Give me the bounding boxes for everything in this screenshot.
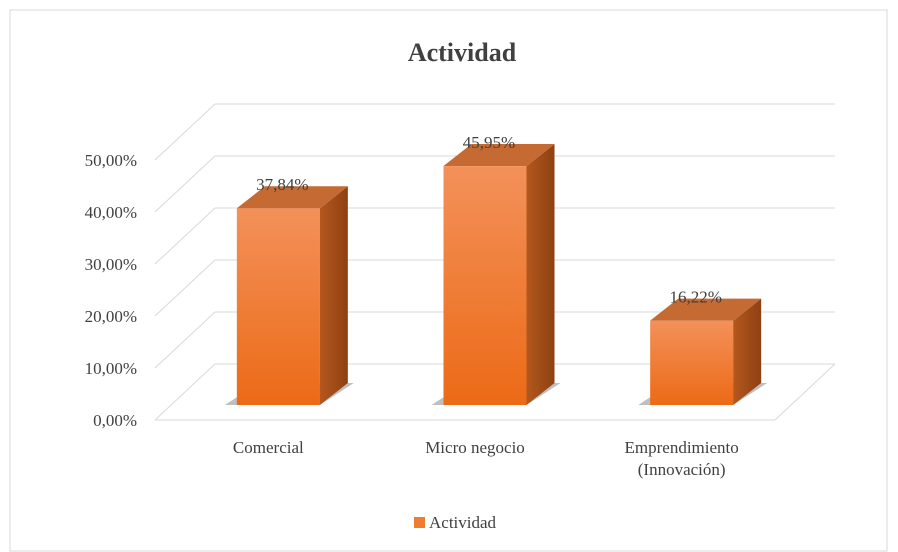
data-label: 45,95% <box>463 133 515 152</box>
y-tick-label: 50,00% <box>85 151 137 170</box>
data-label: 16,22% <box>669 288 721 307</box>
grid-line-side <box>154 259 216 317</box>
y-tick-label: 30,00% <box>85 255 137 274</box>
bar <box>650 320 734 405</box>
bar-top <box>650 298 762 321</box>
legend-swatch <box>414 517 425 528</box>
bar-top <box>443 144 555 167</box>
x-tick-label: Emprendimiento (Innovación) <box>624 438 739 479</box>
x-tick-label: Comercial <box>232 438 304 457</box>
y-tick-label: 10,00% <box>85 359 137 378</box>
legend-label: Actividad <box>429 513 497 532</box>
x-tick-label: Micro negocio <box>425 438 525 457</box>
grid-line-side <box>154 363 216 421</box>
y-tick-label: 40,00% <box>85 203 137 222</box>
grid-line-side <box>154 207 216 265</box>
bar-side <box>733 298 762 405</box>
y-tick-label: 20,00% <box>85 307 137 326</box>
y-tick-label: 0,00% <box>93 411 137 430</box>
bar-side <box>526 144 555 405</box>
floor-right <box>774 363 836 421</box>
bar <box>443 166 527 405</box>
grid-line-side <box>154 103 216 161</box>
grid-line-side <box>154 311 216 369</box>
data-label: 37,84% <box>256 175 308 194</box>
bar <box>236 208 320 405</box>
bar-top <box>236 186 348 209</box>
grid-line-side <box>154 155 216 213</box>
bar-side <box>319 186 348 405</box>
chart-title: Actividad <box>408 38 517 67</box>
